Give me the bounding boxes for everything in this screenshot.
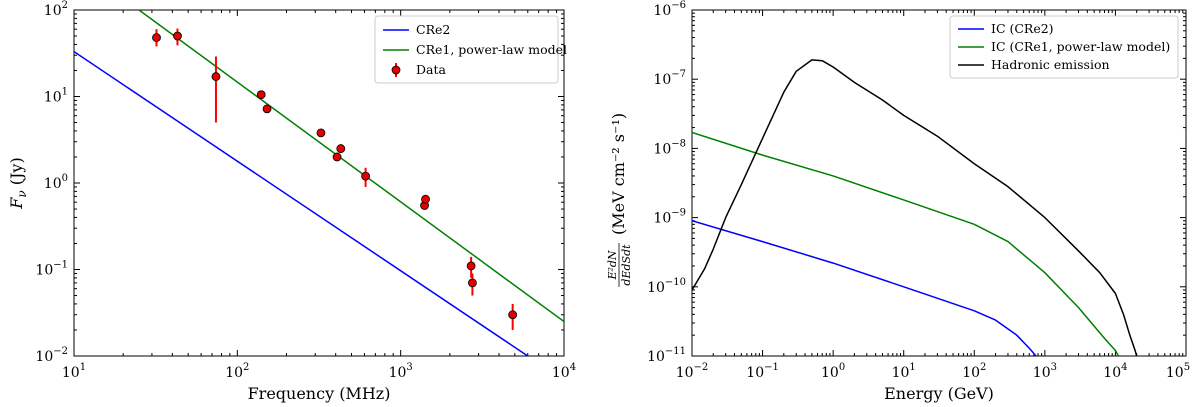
legend-label: CRe2 (416, 22, 450, 37)
y-tick-label: 102 (44, 0, 68, 19)
x-tick-label: 104 (552, 362, 576, 381)
y-tick-labels: 10−2 10−1 100 101 102 (35, 0, 68, 365)
data-point (466, 261, 476, 271)
legend-label: CRe1, power-law model (416, 42, 567, 57)
plot-frame (691, 9, 1187, 357)
y-tick-label: 10−11 (647, 346, 686, 365)
y-tick-label: 101 (44, 87, 68, 106)
y-tick-marks (74, 9, 564, 357)
y-tick-labels: 10−11 10−10 10−9 10−8 10−7 10−6 (647, 0, 686, 365)
data-point (256, 90, 266, 100)
data-points (152, 28, 518, 330)
y-axis-fraction-den: dEdSdt (620, 244, 633, 286)
legend-box (949, 15, 1179, 79)
series-line-ic-cre2 (692, 220, 1037, 356)
data-point (361, 171, 371, 181)
y-axis-label: E²dN dEdSdt (MeV cm⁻² s⁻¹) (606, 113, 633, 287)
x-tick-label: 102 (225, 362, 249, 381)
y-axis-fraction-num: E²dN (606, 250, 619, 280)
y-tick-label: 10−6 (653, 0, 686, 19)
series-line-cre2 (74, 51, 529, 356)
series-lines (692, 59, 1138, 356)
legend: IC (CRe2) IC (CRe1, power-law model) Had… (949, 15, 1179, 79)
x-axis-label: Energy (GeV) (884, 384, 994, 403)
y-tick-label: 10−7 (653, 69, 686, 88)
legend-box (374, 15, 559, 84)
data-point (336, 144, 346, 153)
series-lines (74, 10, 564, 356)
x-tick-label: 10−2 (676, 362, 709, 381)
y-axis-units: (MeV cm⁻² s⁻¹) (609, 113, 628, 235)
x-tick-label: 101 (62, 362, 86, 381)
x-tick-label: 10−1 (746, 362, 779, 381)
x-tick-labels: 101 102 103 104 (62, 362, 576, 381)
x-axis-label: Frequency (MHz) (248, 384, 391, 403)
x-tick-label: 103 (1033, 362, 1057, 381)
x-tick-label: 103 (389, 362, 413, 381)
y-tick-label: 100 (44, 173, 68, 192)
y-tick-label: 10−9 (653, 208, 686, 227)
data-point (173, 31, 182, 41)
y-tick-label: 10−2 (35, 346, 68, 365)
data-point (316, 128, 326, 138)
series-line-cre1-power-law-model (138, 10, 564, 323)
gamma-ray-spectrum-plot: 10−2 10−1 100 101 102 103 104 105 10−11 … (606, 0, 1190, 403)
y-axis-label: Fν (Jy) (7, 157, 29, 209)
y-tick-label: 10−8 (653, 138, 686, 157)
data-point (508, 310, 518, 320)
radio-spectrum-plot: 101 102 103 104 10−2 10−1 100 101 102 Fr… (7, 0, 576, 403)
legend-label: IC (CRe1, power-law model) (991, 39, 1170, 54)
y-tick-label: 10−1 (35, 260, 68, 279)
legend-label: Data (416, 62, 446, 77)
series-line-hadronic-emission (692, 59, 1138, 356)
x-tick-label: 101 (892, 362, 916, 381)
x-tick-marks (73, 10, 565, 356)
data-point (152, 33, 161, 42)
data-point (262, 104, 272, 114)
x-tick-labels: 10−2 10−1 100 101 102 103 104 105 (676, 362, 1190, 381)
x-tick-label: 105 (1166, 362, 1190, 381)
x-tick-marks (691, 10, 1187, 356)
x-tick-label: 102 (962, 362, 986, 381)
legend-marker (391, 65, 401, 75)
data-point (332, 152, 342, 162)
data-point (211, 72, 221, 81)
data-point (421, 194, 430, 204)
y-tick-label: 10−10 (647, 277, 686, 296)
legend-label: Hadronic emission (991, 57, 1110, 72)
legend-label: IC (CRe2) (991, 21, 1054, 36)
legend: CRe2 CRe1, power-law model Data (374, 15, 567, 84)
series-line-ic-cre1-power-law-model (692, 131, 1120, 356)
x-tick-label: 100 (821, 362, 845, 381)
data-point (468, 278, 477, 288)
x-tick-label: 104 (1103, 362, 1127, 381)
